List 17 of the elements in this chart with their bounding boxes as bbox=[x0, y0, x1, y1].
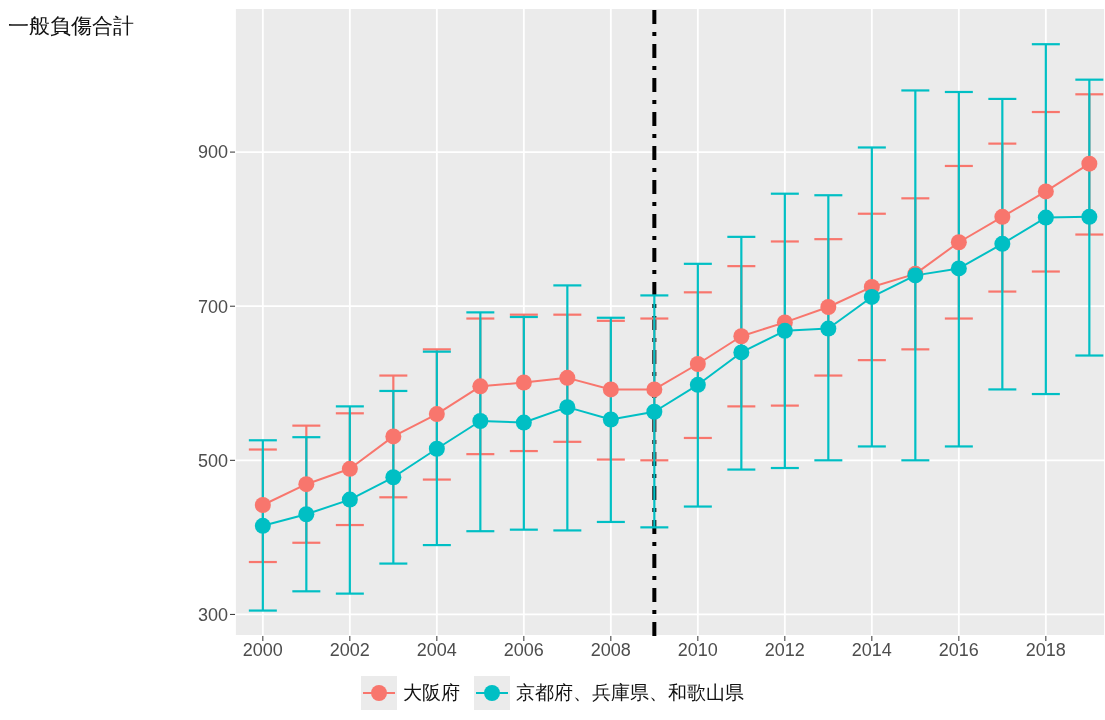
x-tick-label: 2002 bbox=[329, 639, 370, 660]
legend-label: 大阪府 bbox=[403, 680, 460, 705]
x-tick-label: 2008 bbox=[590, 639, 631, 660]
legend-label: 京都府、兵庫県、和歌山県 bbox=[516, 680, 744, 705]
x-tick-label: 2016 bbox=[938, 639, 979, 660]
y-tick-label: 300 bbox=[197, 604, 228, 625]
x-tick-label: 2014 bbox=[851, 639, 892, 660]
x-tick-label: 2010 bbox=[677, 639, 718, 660]
x-tick-label: 2012 bbox=[764, 639, 805, 660]
x-tick-label: 2018 bbox=[1025, 639, 1066, 660]
x-tick-label: 2006 bbox=[503, 639, 544, 660]
y-tick-label: 900 bbox=[197, 142, 228, 163]
y-tick-label: 500 bbox=[197, 450, 228, 471]
y-axis-title: 一般負傷合計 bbox=[8, 13, 134, 40]
x-tick-label: 2004 bbox=[416, 639, 457, 660]
x-tick-label: 2000 bbox=[242, 639, 283, 660]
y-tick-label: 700 bbox=[197, 296, 228, 317]
